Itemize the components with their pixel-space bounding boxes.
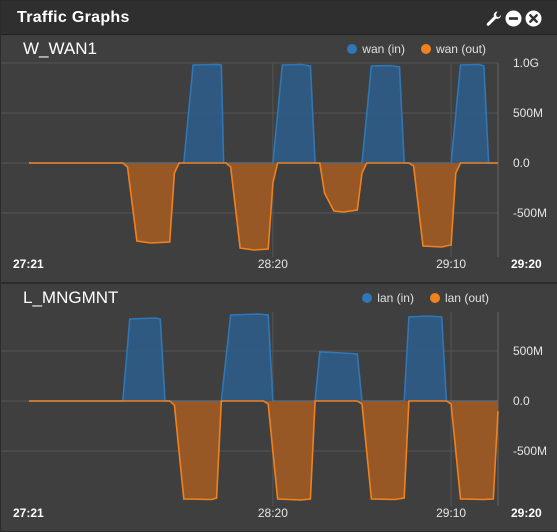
y-tick-label: -500M (513, 206, 547, 220)
legend-label-in: wan (in) (362, 42, 405, 56)
y-tick-label: -500M (513, 444, 547, 458)
x-tick-label: 29:10 (436, 506, 466, 520)
x-tick-label: 27:21 (13, 257, 44, 271)
panel-divider (1, 282, 557, 284)
y-tick-label: 500M (513, 106, 543, 120)
x-tick-label: 28:20 (258, 506, 288, 520)
widget-title: Traffic Graphs (17, 9, 130, 26)
legend-label-out: lan (out) (444, 291, 489, 305)
legend-label-out: wan (out) (435, 42, 486, 56)
series-line-out (29, 162, 498, 251)
x-tick-label: 29:20 (511, 257, 542, 271)
y-tick-label: 500M (513, 344, 543, 358)
series-area-out (29, 163, 498, 250)
x-tick-label: 28:20 (258, 257, 288, 271)
series-area-in (29, 64, 498, 163)
panel-title: L_MNGMNT (23, 288, 119, 307)
traffic-chart: 1.0G 500M 0.0 -500M 27:21 28:20 29:10 29:20 (1, 56, 547, 271)
wrench-icon[interactable] (485, 10, 502, 27)
series-area-in (29, 314, 498, 401)
close-circle-icon[interactable] (525, 10, 542, 27)
traffic-panel-wan: W_WAN1 wan (in) wan (out) 1.0G 500M 0.0 -50… (1, 35, 557, 282)
legend-dot-in (362, 293, 373, 303)
legend-label-in: lan (in) (377, 291, 414, 305)
minus-circle-icon[interactable] (505, 10, 522, 27)
x-tick-label: 27:21 (13, 506, 44, 520)
legend-item-out[interactable]: wan (out) (420, 42, 486, 56)
traffic-panel-lan: L_MNGMNT lan (in) lan (out) 500M 0.0 -500M… (1, 284, 557, 531)
legend-item-in[interactable]: lan (in) (362, 291, 414, 305)
legend-item-out[interactable]: lan (out) (429, 291, 489, 305)
x-tick-label: 29:20 (511, 506, 542, 520)
x-tick-label: 29:10 (436, 257, 466, 271)
chart-legend: wan (in) wan (out) (347, 42, 486, 56)
panel-title: W_WAN1 (23, 39, 97, 58)
legend-item-in[interactable]: wan (in) (347, 42, 405, 56)
chart-legend: lan (in) lan (out) (362, 291, 489, 305)
series-line-in (29, 63, 498, 164)
traffic-chart: 500M 0.0 -500M 27:21 28:20 29:10 29:20 (1, 312, 547, 520)
series-area-out (29, 401, 498, 500)
widget-tools (485, 10, 542, 27)
series-line-out (29, 400, 499, 501)
widget-titlebar: Traffic Graphs (1, 1, 557, 35)
legend-dot-out (429, 293, 440, 303)
y-tick-label: 1.0G (513, 56, 539, 70)
y-tick-label: 0.0 (513, 394, 530, 408)
legend-dot-in (347, 44, 358, 54)
legend-dot-out (420, 44, 431, 54)
y-tick-label: 0.0 (513, 156, 530, 170)
